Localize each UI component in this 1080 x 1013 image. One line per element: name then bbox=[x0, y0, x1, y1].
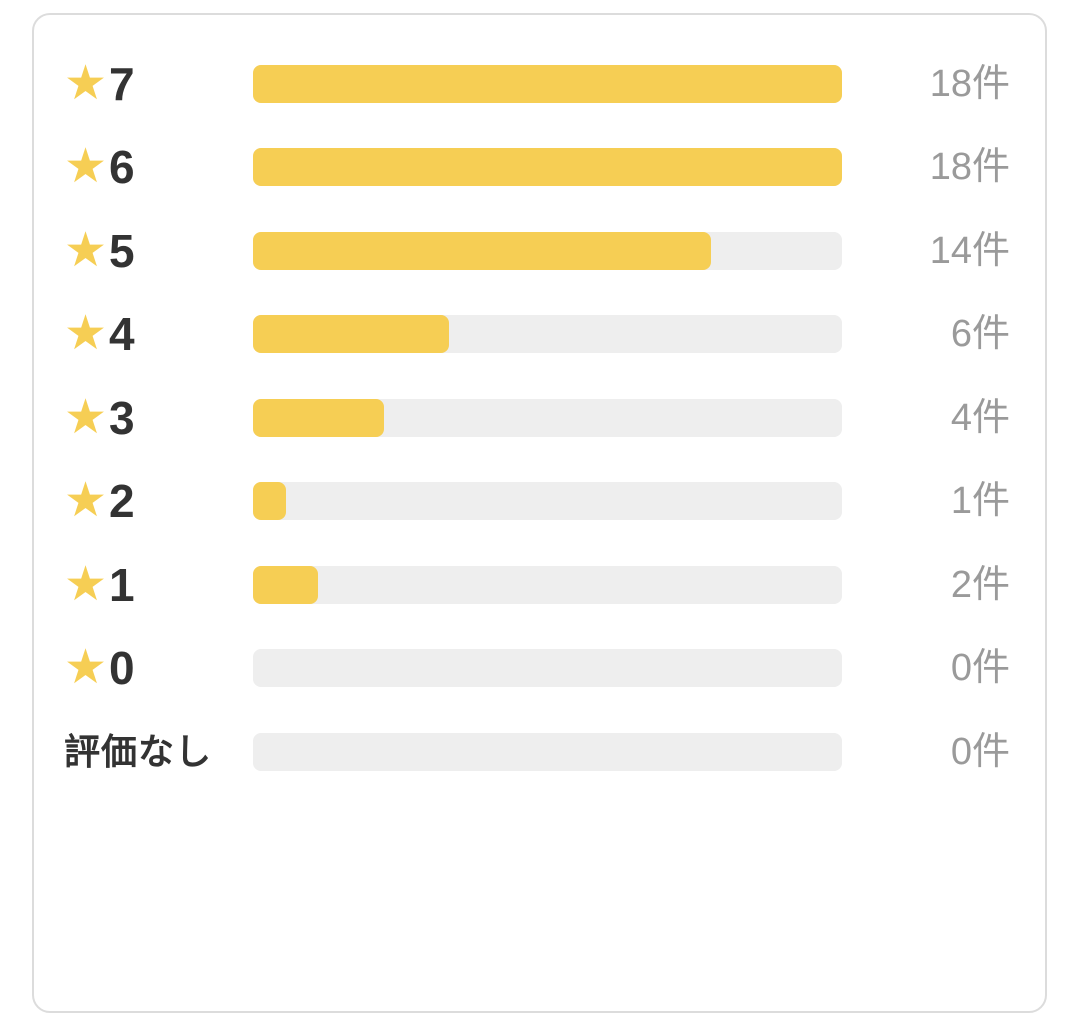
rating-label: ★ 6 bbox=[64, 143, 253, 191]
rating-bar-track bbox=[253, 231, 842, 270]
rating-bar-track bbox=[253, 398, 842, 437]
rating-value-label: 5 bbox=[109, 224, 135, 277]
rating-row: ★ 3 4件 bbox=[64, 376, 1010, 460]
rating-label: ★ 評価なし bbox=[64, 730, 253, 772]
rating-value-label: 4 bbox=[109, 308, 135, 361]
rating-value-label: 0 bbox=[109, 642, 135, 695]
rating-bar-track bbox=[253, 649, 842, 688]
rating-distribution-card: ★ 7 18件 ★ 6 18件 ★ 5 14件 ★ 4 bbox=[32, 13, 1047, 1013]
rating-row: ★ 6 18件 bbox=[64, 126, 1010, 210]
rating-count-label: 1件 bbox=[950, 480, 1010, 523]
rating-row: ★ 0 0件 bbox=[64, 627, 1010, 711]
rating-bar-track bbox=[253, 732, 842, 771]
rating-bar-fill bbox=[253, 565, 319, 604]
rating-label: ★ 7 bbox=[64, 56, 253, 110]
rating-bar-fill bbox=[253, 231, 712, 270]
rating-label: ★ 2 bbox=[64, 477, 253, 525]
star-icon: ★ bbox=[64, 223, 108, 277]
rating-value-label: 6 bbox=[109, 141, 135, 194]
rating-label: ★ 4 bbox=[64, 310, 253, 358]
rating-count-label: 4件 bbox=[950, 396, 1010, 439]
rating-label: ★ 3 bbox=[64, 390, 253, 444]
rating-bar-fill bbox=[253, 315, 450, 354]
rating-bar-fill bbox=[253, 64, 842, 103]
rating-count-label: 0件 bbox=[950, 647, 1010, 690]
star-icon: ★ bbox=[64, 307, 108, 361]
star-icon: ★ bbox=[64, 140, 108, 194]
rating-bar-fill bbox=[253, 482, 286, 521]
rating-row: ★ 7 18件 bbox=[64, 42, 1010, 126]
star-icon: ★ bbox=[64, 56, 108, 110]
rating-label: ★ 1 bbox=[64, 557, 253, 611]
rating-row: ★ 評価なし 0件 bbox=[64, 710, 1010, 794]
rating-count-label: 18件 bbox=[929, 62, 1010, 105]
rating-bar-track bbox=[253, 482, 842, 521]
rating-value-label: 2 bbox=[109, 475, 135, 528]
rating-row: ★ 5 14件 bbox=[64, 209, 1010, 293]
rating-value-label: 評価なし bbox=[64, 730, 213, 772]
rating-bar-track bbox=[253, 64, 842, 103]
rating-row: ★ 1 2件 bbox=[64, 543, 1010, 627]
rating-bar-track bbox=[253, 565, 842, 604]
star-icon: ★ bbox=[64, 474, 108, 528]
rating-row: ★ 2 1件 bbox=[64, 460, 1010, 544]
rating-label: ★ 5 bbox=[64, 223, 253, 277]
rating-count-label: 6件 bbox=[950, 313, 1010, 356]
rating-value-label: 3 bbox=[109, 391, 135, 444]
rating-bar-fill bbox=[253, 148, 842, 187]
rating-value-label: 7 bbox=[109, 57, 135, 110]
rating-count-label: 0件 bbox=[950, 730, 1010, 773]
rating-count-label: 18件 bbox=[929, 146, 1010, 189]
rating-bar-track bbox=[253, 315, 842, 354]
star-icon: ★ bbox=[64, 641, 108, 695]
star-icon: ★ bbox=[64, 557, 108, 611]
rating-rows: ★ 7 18件 ★ 6 18件 ★ 5 14件 ★ 4 bbox=[64, 42, 1010, 794]
rating-row: ★ 4 6件 bbox=[64, 293, 1010, 377]
star-icon: ★ bbox=[64, 390, 108, 444]
rating-label: ★ 0 bbox=[64, 644, 253, 692]
rating-value-label: 1 bbox=[109, 558, 135, 611]
rating-count-label: 14件 bbox=[929, 229, 1010, 272]
rating-count-label: 2件 bbox=[950, 563, 1010, 606]
rating-bar-track bbox=[253, 148, 842, 187]
rating-bar-fill bbox=[253, 398, 384, 437]
